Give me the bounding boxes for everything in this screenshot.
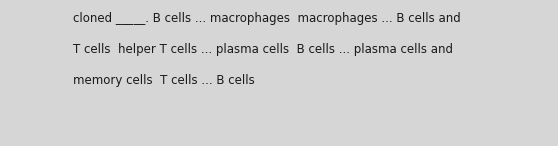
Text: memory cells  T cells ... B cells: memory cells T cells ... B cells	[73, 74, 254, 87]
Text: T cells  helper T cells ... plasma cells  B cells ... plasma cells and: T cells helper T cells ... plasma cells …	[73, 43, 453, 56]
Text: cloned _____. B cells ... macrophages  macrophages ... B cells and: cloned _____. B cells ... macrophages ma…	[73, 12, 460, 25]
